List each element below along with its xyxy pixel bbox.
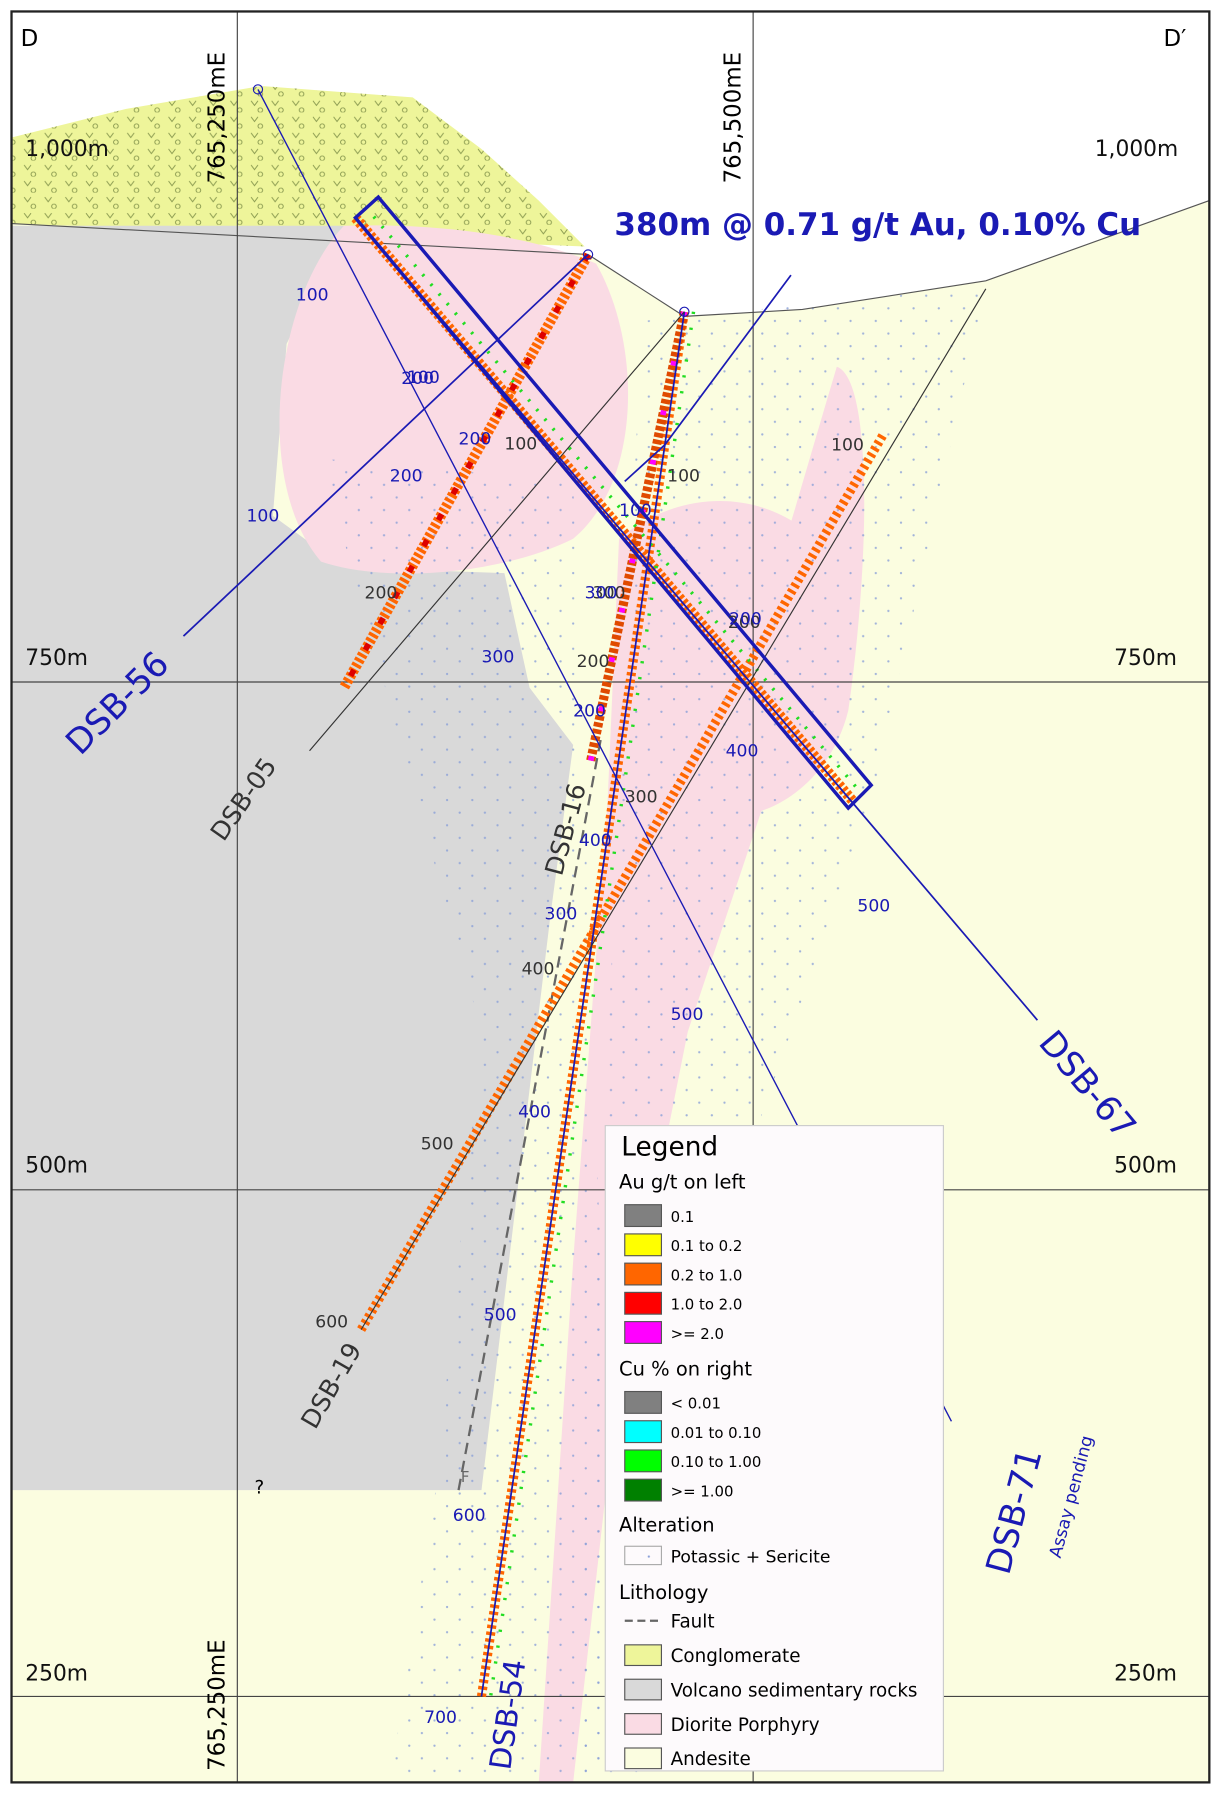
legend-heading: Au g/t on left xyxy=(619,1171,746,1194)
legend-label: 0.01 to 0.10 xyxy=(671,1424,762,1442)
legend-swatch xyxy=(624,1233,663,1257)
legend-swatch xyxy=(624,1644,663,1667)
depth-label: 500 xyxy=(421,1135,454,1155)
depth-label: 100 xyxy=(619,501,652,521)
section-end: D′ xyxy=(1163,26,1186,52)
elevation: 500m xyxy=(25,1154,88,1179)
potassic-sericite xyxy=(321,458,620,1783)
easting: 765,500mE xyxy=(721,52,747,184)
depth-label: 200 xyxy=(459,430,492,450)
depth-label: 500 xyxy=(671,1005,704,1025)
depth-label: 100 xyxy=(831,435,864,455)
sky xyxy=(11,11,1210,317)
legend: Legend Au g/t on left 0.1 0.1 to 0.2 0.2 to… xyxy=(604,1125,944,1772)
legend-swatch xyxy=(624,1420,663,1444)
legend-label: Potassic + Sericite xyxy=(671,1547,831,1567)
depth-label: 100 xyxy=(246,507,279,527)
fault-mark: F xyxy=(461,1468,470,1486)
elevation: 500m xyxy=(1114,1154,1177,1179)
legend-heading: Alteration xyxy=(619,1513,715,1536)
depth-label: 100 xyxy=(667,466,700,486)
legend-label: 0.1 to 0.2 xyxy=(671,1237,743,1255)
elevation: 1,000m xyxy=(25,137,109,162)
elevation: 250m xyxy=(25,1661,88,1686)
depth-label: 200 xyxy=(728,613,761,633)
legend-heading: Lithology xyxy=(619,1581,708,1604)
depth-label: 600 xyxy=(453,1506,486,1526)
legend-label: >= 2.0 xyxy=(671,1325,724,1343)
legend-swatch xyxy=(624,1478,663,1502)
depth-label: 100 xyxy=(296,285,329,305)
depth-label: 400 xyxy=(522,959,555,979)
elevation: 750m xyxy=(25,646,88,671)
headline: 380m @ 0.71 g/t Au, 0.10% Cu xyxy=(614,207,1141,243)
depth-label: 200 xyxy=(577,652,610,672)
legend-swatch xyxy=(624,1449,663,1473)
depth-label: 200 xyxy=(401,369,434,389)
legend-swatch xyxy=(624,1390,663,1414)
legend-label: 0.1 xyxy=(671,1208,695,1226)
elevation: 1,000m xyxy=(1095,137,1179,162)
legend-swatch xyxy=(624,1713,663,1735)
depth-label: 300 xyxy=(625,787,658,807)
legend-label: < 0.01 xyxy=(671,1395,721,1413)
depth-label: 400 xyxy=(579,831,612,851)
legend-swatch xyxy=(624,1678,663,1701)
legend-label: Andesite xyxy=(671,1749,751,1770)
depth-label: 200 xyxy=(365,583,398,603)
legend-title: Legend xyxy=(621,1132,718,1162)
easting: 765,250mE xyxy=(205,1639,231,1771)
legend-swatch xyxy=(624,1545,663,1566)
depth-label: 600 xyxy=(315,1312,348,1332)
legend-swatch xyxy=(624,1321,663,1344)
section-end: D xyxy=(21,26,39,52)
drill-traces xyxy=(182,84,1039,1697)
depth-label: 200 xyxy=(390,466,423,486)
frame xyxy=(10,10,1211,1784)
legend-heading: Cu % on right xyxy=(619,1357,752,1380)
legend-label: Diorite Porphyry xyxy=(671,1715,820,1736)
legend-swatch xyxy=(624,1747,663,1770)
surface xyxy=(11,200,1210,317)
legend-swatch xyxy=(624,1262,663,1286)
depth-label: 500 xyxy=(857,896,890,916)
depth-label: 300 xyxy=(593,583,626,603)
depth-label: 100 xyxy=(407,368,440,388)
depth-label: 300 xyxy=(585,583,618,603)
easting: 765,250mE xyxy=(205,52,231,184)
unknown-mark: ? xyxy=(255,1478,265,1499)
depth-label: 100 xyxy=(504,434,537,454)
legend-swatch xyxy=(624,1291,663,1315)
depth-label: 300 xyxy=(481,648,514,668)
legend-label: 0.10 to 1.00 xyxy=(671,1453,762,1471)
legend-swatch xyxy=(624,1204,663,1228)
elevation: 250m xyxy=(1114,1661,1177,1686)
legend-label: Volcano sedimentary rocks xyxy=(671,1680,918,1701)
legend-label: Conglomerate xyxy=(671,1646,801,1667)
legend-label: >= 1.00 xyxy=(671,1482,734,1500)
legend-label: 1.0 to 2.0 xyxy=(671,1296,743,1314)
volcano-sedimentary xyxy=(11,225,574,1491)
depth-label: 400 xyxy=(518,1103,551,1123)
elevation: 750m xyxy=(1114,646,1177,671)
depth-label: 300 xyxy=(545,904,578,924)
legend-label: Fault xyxy=(671,1612,715,1633)
depth-label: 200 xyxy=(729,610,762,630)
legend-label: 0.2 to 1.0 xyxy=(671,1266,743,1284)
depth-label: 700 xyxy=(424,1708,457,1728)
depth-label: 400 xyxy=(726,742,759,762)
depth-label: 500 xyxy=(484,1305,517,1325)
depth-label: 200 xyxy=(573,701,606,721)
